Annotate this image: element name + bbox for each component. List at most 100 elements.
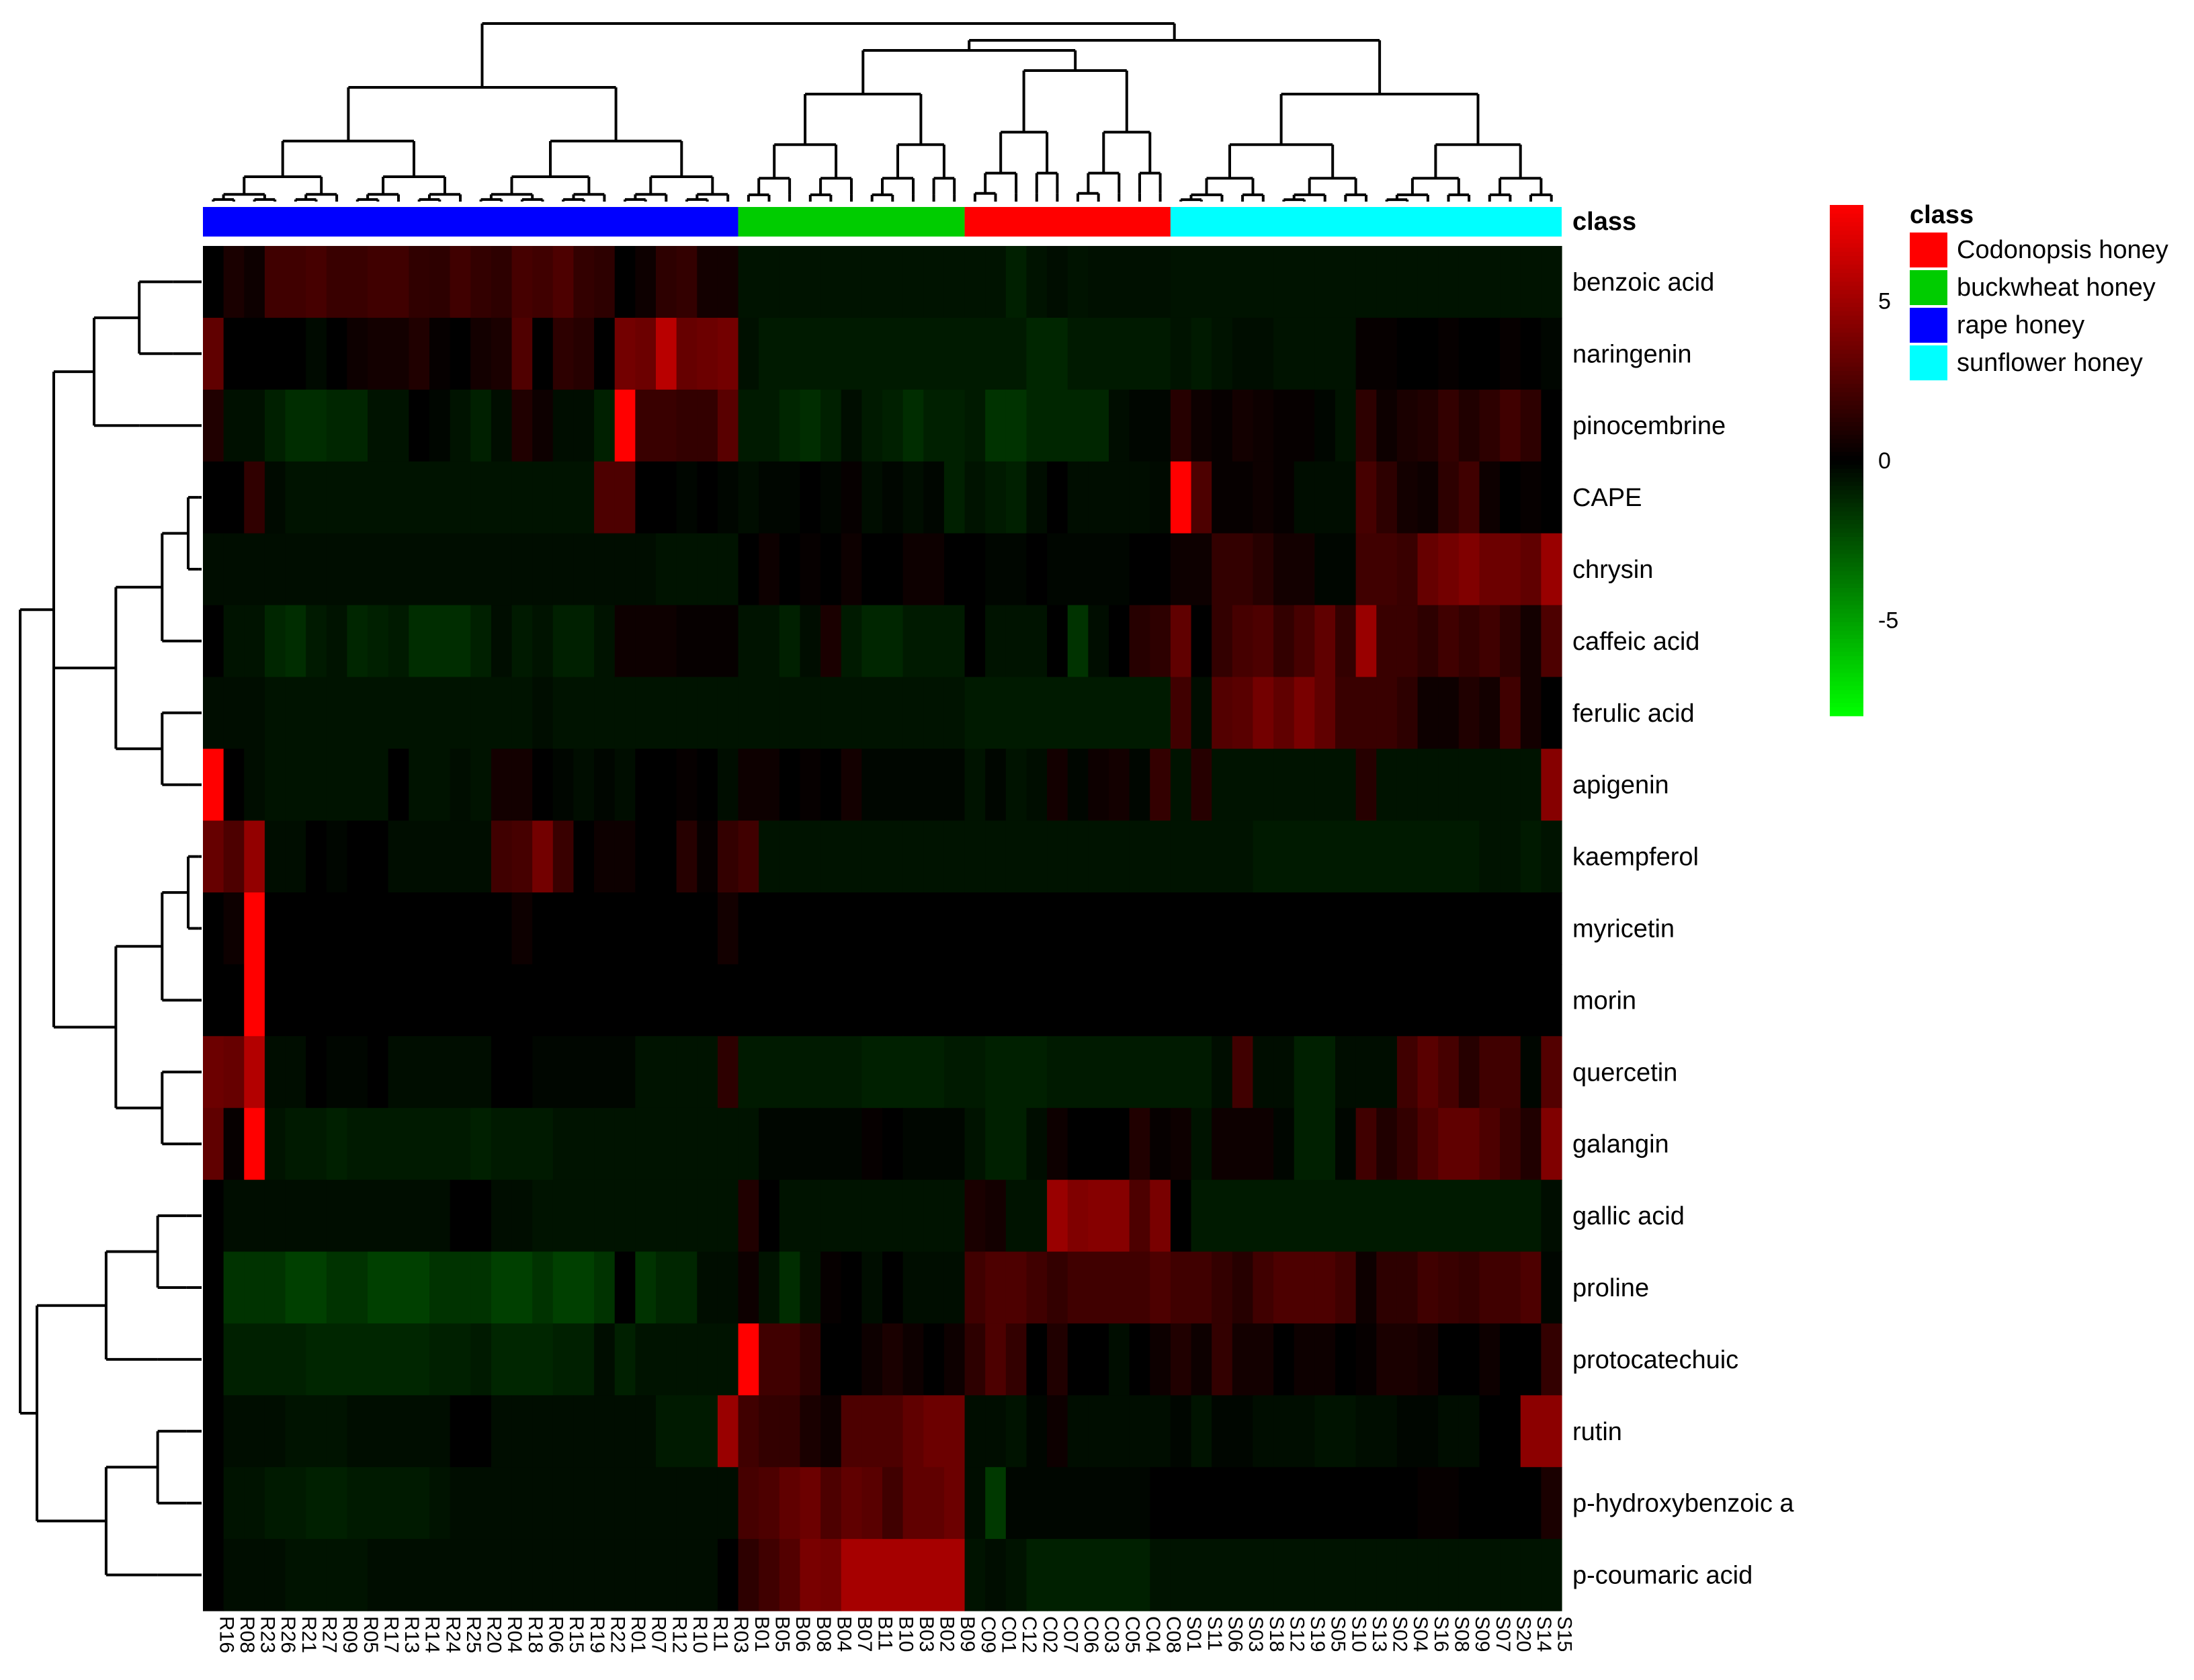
legend-swatch [1910,345,1947,380]
heatmap-cell [1273,821,1295,893]
color-scale-step [1830,499,1863,504]
heatmap-cell [203,461,224,534]
row-label: proline [1572,1274,1649,1302]
heatmap-cell [1129,821,1150,893]
heatmap-cell [1396,964,1419,1037]
heatmap-cell [923,1539,945,1611]
heatmap-cell [1253,677,1274,749]
heatmap-cell [738,1036,759,1109]
heatmap-cell [285,605,306,677]
column-label: B02 [936,1616,958,1652]
heatmap-cell [1541,1036,1562,1109]
heatmap-cell [429,246,451,319]
heatmap-cell [1479,1395,1501,1468]
heatmap-cell [594,677,616,749]
heatmap-cell [1479,1251,1501,1325]
heatmap-cell [1109,1036,1130,1109]
heatmap-cell [1500,821,1521,893]
heatmap-cell [738,821,759,893]
heatmap-cell [1376,749,1398,821]
heatmap-cell [1191,1179,1212,1253]
heatmap-cell [943,1251,966,1325]
heatmap-cell [429,461,451,534]
color-scale-step [1830,337,1863,342]
heatmap-cell [1067,246,1089,319]
heatmap-cell [964,461,986,534]
color-scale-step [1830,205,1863,210]
row-label: gallic acid [1572,1202,1685,1230]
heatmap-cell [306,389,327,462]
heatmap-cell [1150,1467,1171,1540]
heatmap-cell [368,1323,389,1396]
heatmap-cell [738,1107,759,1181]
heatmap-cell [1150,1395,1171,1468]
color-scale-step [1830,575,1863,581]
heatmap-cell [759,964,780,1037]
heatmap-cell [1170,605,1192,677]
heatmap-cell [223,892,245,965]
heatmap-cell [635,892,657,965]
heatmap-cell [1170,1251,1192,1325]
heatmap-cell [1458,1323,1480,1396]
heatmap-cell [1026,533,1048,606]
heatmap-cell [1191,1323,1212,1396]
heatmap-cell [676,749,698,821]
color-scale-step [1830,324,1863,329]
column-label: R18 [524,1616,546,1653]
heatmap-cell [326,461,348,534]
heatmap-cell [738,1467,759,1540]
heatmap-cell [1355,605,1377,677]
heatmap-cell [902,821,924,893]
heatmap-cell [902,317,924,390]
heatmap-cell [203,1323,224,1396]
heatmap-cell [1191,1107,1212,1181]
heatmap-cell [368,317,389,390]
color-scale-step [1830,643,1863,648]
heatmap-cell [1067,317,1089,390]
heatmap-cell [368,461,389,534]
heatmap-cell [1417,749,1439,821]
heatmap-cell [1026,677,1048,749]
heatmap-cell [800,1539,821,1611]
heatmap-cell [1500,1323,1521,1396]
heatmap-cell [614,461,636,534]
heatmap-cell [820,1251,842,1325]
heatmap-cell [1294,246,1315,319]
heatmap-cell [1376,1323,1398,1396]
heatmap-cell [635,533,657,606]
heatmap-cell [1458,1179,1480,1253]
heatmap-cell [1541,461,1562,534]
row-label: benzoic acid [1572,268,1714,296]
heatmap-cell [532,749,554,821]
heatmap-cell [1253,246,1274,319]
heatmap-cell [264,1251,286,1325]
heatmap-cell [244,317,265,390]
heatmap-cell [223,317,245,390]
column-label: S14 [1533,1616,1555,1652]
heatmap-cell [738,1179,759,1253]
heatmap-cell [1376,605,1398,677]
heatmap-cell [1170,749,1192,821]
heatmap-cell [902,964,924,1037]
heatmap-cell [1479,389,1501,462]
heatmap-cell [1005,533,1027,606]
heatmap-cell [388,1107,409,1181]
heatmap-cell [717,821,739,893]
heatmap-cell [1500,1251,1521,1325]
heatmap-cell [1170,1395,1192,1468]
heatmap-cell [614,677,636,749]
legend-swatch [1910,233,1947,267]
heatmap-cell [1396,749,1419,821]
heatmap-cell [717,389,739,462]
heatmap-cell [1355,749,1377,821]
color-scale-step [1830,571,1863,576]
heatmap-cell [1438,389,1460,462]
heatmap-cell [1129,246,1150,319]
heatmap-cell [985,317,1007,390]
heatmap-cell [1253,1107,1274,1181]
heatmap-cell [1500,317,1521,390]
heatmap-cell [326,749,348,821]
heatmap-cell [368,246,389,319]
heatmap-cell [1376,533,1398,606]
heatmap-cell [882,1395,904,1468]
